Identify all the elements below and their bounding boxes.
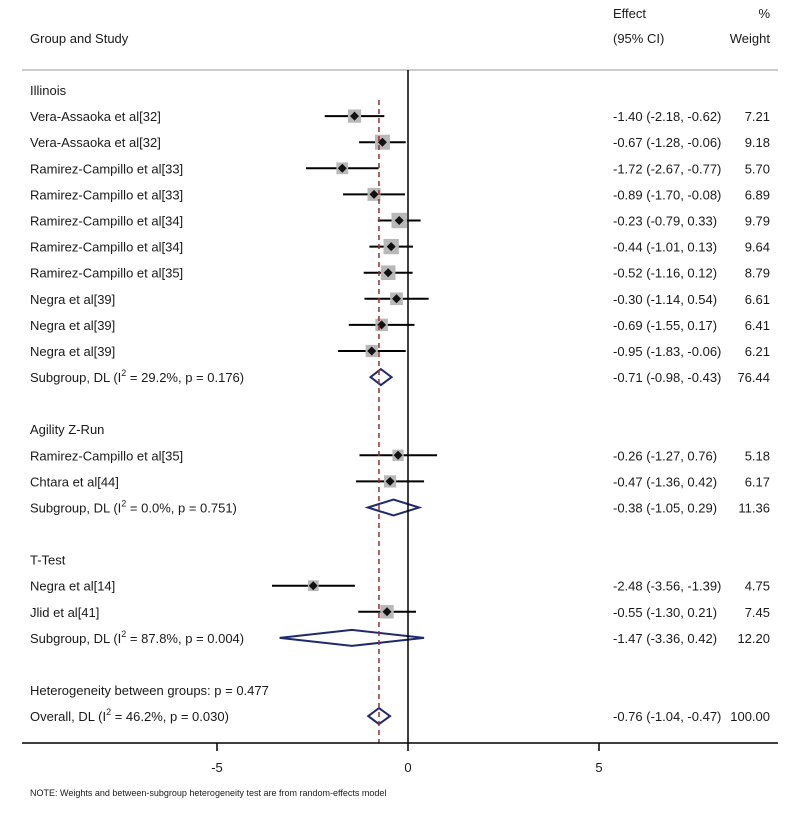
subgroup-weight: 12.20 (737, 631, 770, 646)
subgroup-effect-ci: -1.47 (-3.36, 0.42) (613, 631, 717, 646)
study-label: Ramirez-Campillo et al[34] (30, 240, 183, 255)
overall-diamond (366, 706, 392, 726)
study-weight: 9.64 (745, 240, 770, 255)
point-estimate (367, 346, 377, 356)
subgroup-effect-ci: -0.38 (-1.05, 0.29) (613, 501, 717, 516)
study-effect-ci: -0.30 (-1.14, 0.54) (613, 292, 717, 307)
study-weight: 6.41 (745, 318, 770, 333)
study-weight: 6.21 (745, 344, 770, 359)
header-effect: Effect (613, 6, 646, 21)
study-effect-ci: -1.40 (-2.18, -0.62) (613, 109, 721, 124)
x-tick-label: 5 (595, 760, 602, 775)
study-label: Chtara et al[44] (30, 474, 119, 489)
study-label: Ramirez-Campillo et al[35] (30, 448, 183, 463)
header-percent: % (758, 6, 770, 21)
point-estimate (394, 216, 404, 225)
overall-weight: 100.00 (730, 709, 770, 724)
study-effect-ci: -0.55 (-1.30, 0.21) (613, 605, 717, 620)
x-axis: -5 0 5 (22, 70, 778, 775)
forest-rows: Illinois Vera-Assaoka et al[32] -1.40 (-2.… (30, 83, 770, 726)
study-effect-ci: -0.89 (-1.70, -0.08) (613, 187, 721, 202)
point-estimate (393, 450, 403, 460)
study-label: Ramirez-Campillo et al[33] (30, 161, 183, 176)
study-label: Ramirez-Campillo et al[35] (30, 266, 183, 281)
study-weight: 6.89 (745, 187, 770, 202)
heterogeneity-text: Heterogeneity between groups: p = 0.477 (30, 683, 269, 698)
point-estimate (337, 163, 347, 173)
study-label: Vera-Assaoka et al[32] (30, 135, 161, 150)
subgroup-label: Subgroup, DL (I2 = 87.8%, p = 0.004) (30, 629, 244, 646)
point-estimate (369, 189, 379, 199)
point-estimate (350, 111, 360, 121)
point-estimate (377, 137, 387, 147)
point-estimate (386, 242, 396, 252)
study-label: Ramirez-Campillo et al[33] (30, 187, 183, 202)
point-estimate (383, 268, 393, 278)
study-label: Ramirez-Campillo et al[34] (30, 214, 183, 229)
study-effect-ci: -0.69 (-1.55, 0.17) (613, 318, 717, 333)
study-label: Negra et al[39] (30, 344, 115, 359)
study-weight: 8.79 (745, 266, 770, 281)
study-effect-ci: -0.52 (-1.16, 0.12) (613, 266, 717, 281)
study-label: Negra et al[39] (30, 318, 115, 333)
study-effect-ci: -0.47 (-1.36, 0.42) (613, 474, 717, 489)
study-weight: 5.70 (745, 161, 770, 176)
subgroup-diamond (364, 498, 423, 517)
subgroup-diamond (368, 367, 394, 387)
subgroup-weight: 11.36 (738, 501, 770, 516)
x-tick-label: 0 (404, 760, 411, 775)
study-weight: 9.18 (745, 135, 770, 150)
footnote: NOTE: Weights and between-subgroup heter… (30, 788, 386, 798)
header-group-study: Group and Study (30, 31, 129, 46)
study-weight: 7.21 (745, 109, 770, 124)
study-effect-ci: -0.44 (-1.01, 0.13) (613, 240, 717, 255)
study-effect-ci: -1.72 (-2.67, -0.77) (613, 161, 721, 176)
group-header: Agility Z-Run (30, 422, 104, 437)
study-effect-ci: -0.26 (-1.27, 0.76) (613, 448, 717, 463)
header-weight: Weight (730, 31, 771, 46)
group-header: T-Test (30, 553, 66, 568)
point-estimate (385, 476, 395, 486)
study-effect-ci: -0.67 (-1.28, -0.06) (613, 135, 721, 150)
subgroup-label: Subgroup, DL (I2 = 0.0%, p = 0.751) (30, 499, 237, 516)
study-weight: 7.45 (745, 605, 770, 620)
x-tick-label: -5 (211, 760, 223, 775)
header-ci: (95% CI) (613, 31, 664, 46)
study-effect-ci: -0.95 (-1.83, -0.06) (613, 344, 721, 359)
subgroup-label: Subgroup, DL (I2 = 29.2%, p = 0.176) (30, 368, 244, 385)
study-effect-ci: -0.23 (-0.79, 0.33) (613, 214, 717, 229)
study-weight: 6.61 (745, 292, 770, 307)
point-estimate (382, 607, 392, 617)
subgroup-effect-ci: -0.71 (-0.98, -0.43) (613, 370, 721, 385)
overall-label: Overall, DL (I2 = 46.2%, p = 0.030) (30, 707, 229, 724)
point-estimate (392, 294, 402, 304)
study-effect-ci: -2.48 (-3.56, -1.39) (613, 579, 721, 594)
study-weight: 6.17 (745, 474, 770, 489)
point-estimate (308, 581, 318, 591)
study-label: Negra et al[39] (30, 292, 115, 307)
study-weight: 5.18 (745, 448, 770, 463)
study-label: Negra et al[14] (30, 579, 115, 594)
study-weight: 9.79 (745, 214, 770, 229)
study-label: Vera-Assaoka et al[32] (30, 109, 161, 124)
study-weight: 4.75 (745, 579, 770, 594)
subgroup-weight: 76.44 (737, 370, 770, 385)
study-label: Jlid et al[41] (30, 605, 99, 620)
group-header: Illinois (30, 83, 67, 98)
overall-effect-ci: -0.76 (-1.04, -0.47) (613, 709, 721, 724)
subgroup-diamond (279, 628, 425, 647)
